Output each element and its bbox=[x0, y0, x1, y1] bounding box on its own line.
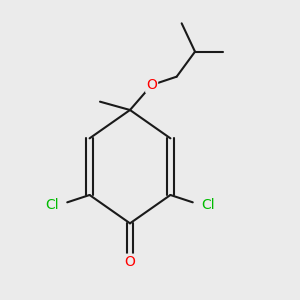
Text: O: O bbox=[124, 255, 135, 269]
Text: O: O bbox=[146, 78, 157, 92]
Text: Cl: Cl bbox=[45, 198, 59, 212]
Text: Cl: Cl bbox=[201, 198, 215, 212]
